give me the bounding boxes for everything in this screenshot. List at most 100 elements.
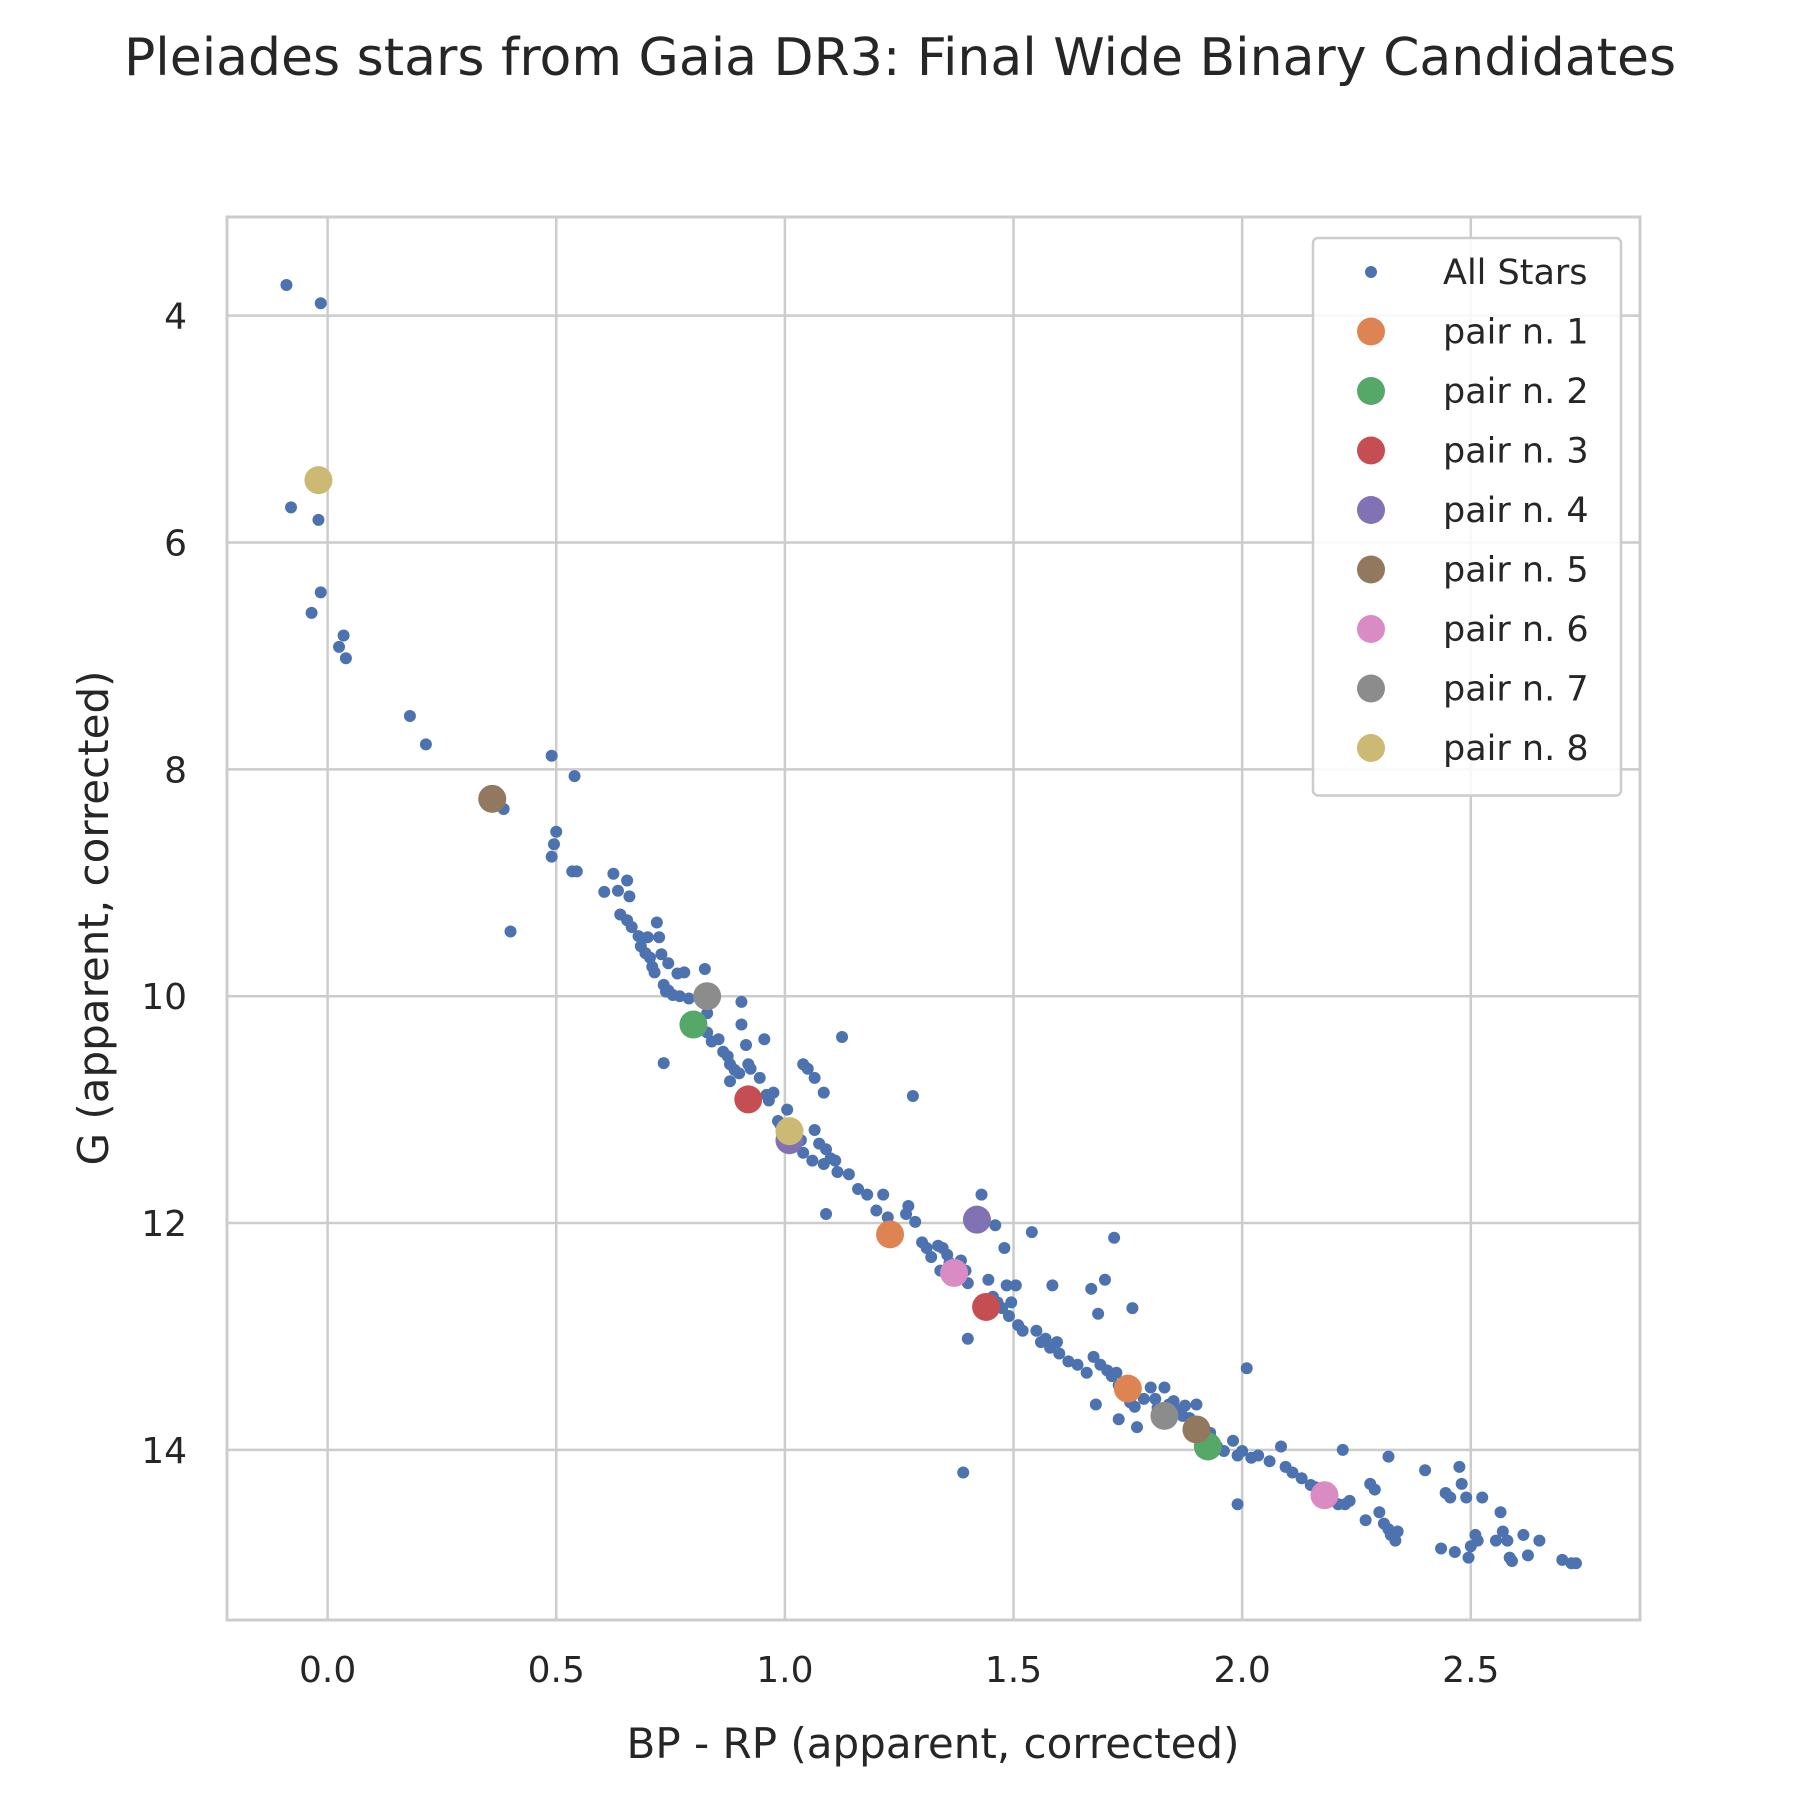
star-point [1110, 1366, 1123, 1379]
star-point [285, 501, 298, 514]
star-point [1039, 1332, 1052, 1345]
star-point [1046, 1279, 1059, 1292]
star-point [673, 990, 686, 1003]
star-point [682, 992, 695, 1005]
star-point [1373, 1506, 1386, 1519]
star-point [1071, 1358, 1084, 1371]
star-point [1263, 1455, 1276, 1468]
star-point [545, 850, 558, 863]
pair-7-point [1150, 1401, 1179, 1430]
star-point [1231, 1498, 1244, 1511]
star-point [641, 931, 654, 944]
pair-8-point [304, 466, 333, 495]
legend-marker [1357, 436, 1385, 465]
star-point [920, 1241, 933, 1254]
star-point [1252, 1449, 1265, 1462]
y-tick-label: 6 [164, 524, 187, 565]
series-pair-6 [940, 1258, 1339, 1510]
star-point [1391, 1525, 1404, 1538]
star-point [1444, 1491, 1457, 1504]
star-point [1343, 1494, 1356, 1507]
star-point [1336, 1443, 1349, 1456]
tick-labels: 0.0 0.5 1.0 1.5 2.0 2.5 4 6 8 10 12 14 [141, 297, 1499, 1691]
y-tick-label: 4 [164, 297, 187, 338]
star-point [678, 966, 691, 979]
star-point [312, 513, 325, 526]
star-point [1002, 1310, 1015, 1323]
star-point [1098, 1273, 1111, 1286]
legend: All Stars pair n. 1 pair n. 2 pair n. 3 pair… [1311, 236, 1623, 797]
star-point [975, 1188, 988, 1201]
star-point [753, 1071, 766, 1084]
star-point [740, 1038, 753, 1051]
star-point [1000, 1279, 1013, 1292]
legend-label: pair n. 1 [1443, 313, 1589, 353]
legend-label: pair n. 5 [1443, 551, 1589, 591]
x-tick-label: 0.0 [299, 1650, 356, 1691]
x-tick-label: 2.5 [1442, 1650, 1499, 1691]
pair-5-point [478, 784, 507, 813]
star-point [1521, 1549, 1534, 1562]
star-point [735, 1018, 748, 1031]
pair-1-point [876, 1220, 905, 1249]
y-tick-label: 14 [141, 1431, 187, 1472]
star-point [1533, 1534, 1546, 1547]
star-point [1494, 1506, 1507, 1519]
star-point [280, 279, 293, 292]
legend-label: pair n. 8 [1443, 729, 1589, 769]
star-point [657, 1057, 670, 1070]
star-point [621, 874, 634, 887]
star-point [611, 884, 624, 897]
star-point [1089, 1398, 1102, 1411]
star-point [1179, 1399, 1192, 1412]
star-point [877, 1188, 890, 1201]
star-point [653, 931, 666, 944]
star-point [305, 606, 318, 619]
star-point [1126, 1302, 1139, 1315]
star-point [735, 995, 748, 1008]
legend-label: All Stars [1443, 253, 1588, 293]
legend-label: pair n. 3 [1443, 432, 1589, 472]
star-point [781, 1103, 794, 1116]
pair-5-point [1182, 1415, 1211, 1444]
pair-2-point [679, 1010, 708, 1039]
star-point [1389, 1534, 1402, 1547]
star-point [1453, 1460, 1466, 1473]
legend-marker [1357, 496, 1385, 524]
x-tick-label: 1.5 [985, 1650, 1042, 1691]
star-point [598, 885, 611, 898]
star-point [403, 710, 416, 723]
star-point [1092, 1307, 1105, 1320]
pair-3-point [734, 1085, 763, 1114]
star-point [1030, 1324, 1043, 1337]
star-point [1144, 1381, 1157, 1394]
star-point [852, 1183, 865, 1196]
star-point [419, 738, 432, 751]
star-point [1489, 1534, 1502, 1547]
x-tick-label: 1.0 [756, 1650, 813, 1691]
data-points [280, 279, 1582, 1570]
star-point [1460, 1491, 1473, 1504]
legend-marker [1357, 377, 1385, 405]
star-point [504, 925, 517, 938]
star-point [1053, 1347, 1066, 1360]
star-point [1382, 1450, 1395, 1463]
x-tick-label: 2.0 [1214, 1650, 1271, 1691]
x-tick-label: 0.5 [528, 1650, 585, 1691]
star-point [1087, 1350, 1100, 1363]
star-point [906, 1090, 919, 1103]
pair-3-point [972, 1292, 1001, 1321]
star-point [1240, 1362, 1253, 1375]
star-point [1137, 1392, 1150, 1405]
star-point [333, 640, 346, 653]
plot-area [225, 215, 1642, 1622]
star-point [1016, 1324, 1029, 1337]
star-point [836, 1031, 849, 1044]
star-point [870, 1204, 883, 1217]
star-point [1505, 1555, 1518, 1568]
star-point [1158, 1381, 1171, 1394]
legend-label: pair n. 2 [1443, 372, 1589, 412]
star-point [1455, 1477, 1468, 1490]
legend-label: pair n. 4 [1443, 491, 1589, 531]
